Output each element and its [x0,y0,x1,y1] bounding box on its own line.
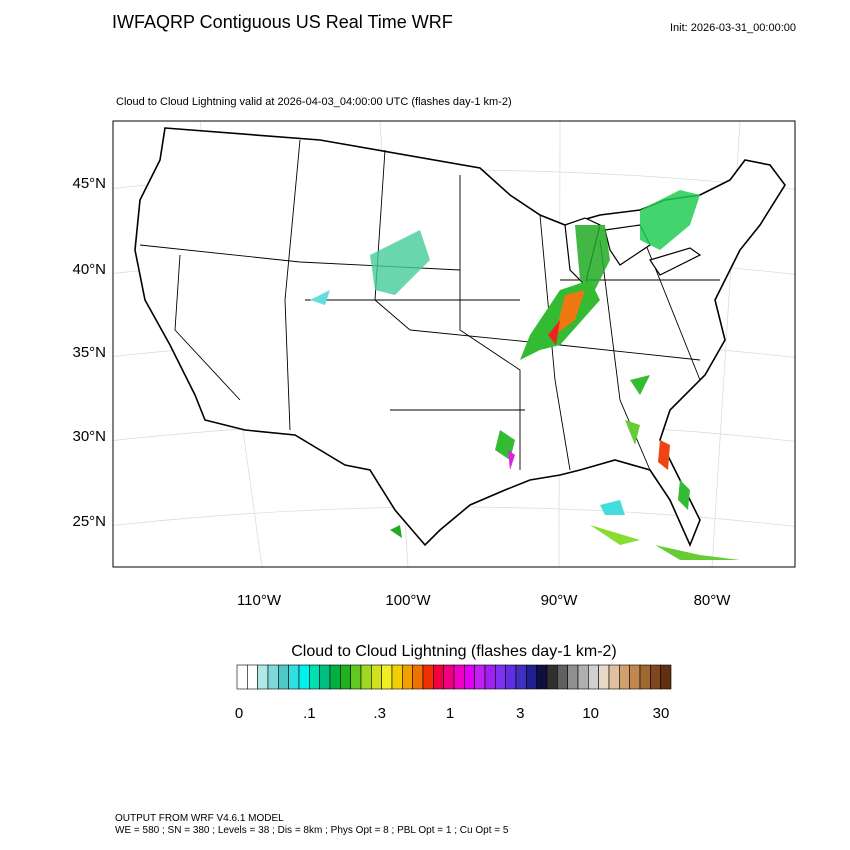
footer-line: OUTPUT FROM WRF V4.6.1 MODEL [115,813,284,824]
colorbar-label: 0 [235,705,243,722]
colorbar-swatch [464,664,475,690]
colorbar-swatch [619,664,630,690]
colorbar-swatch [247,664,258,690]
map-subtitle: Cloud to Cloud Lightning valid at 2026-0… [116,96,512,108]
colorbar [236,664,672,690]
colorbar-swatch [257,664,269,690]
colorbar-label: 30 [653,705,670,722]
colorbar-swatch [267,664,279,690]
colorbar-swatch [443,664,455,690]
colorbar-swatch [598,664,610,690]
colorbar-swatch [639,664,651,690]
colorbar-swatch [453,664,465,690]
colorbar-swatch [608,664,620,690]
lat-label: 25°N [72,513,106,530]
colorbar-label: 3 [516,705,524,722]
colorbar-label: 10 [582,705,599,722]
colorbar-swatch [433,664,444,690]
colorbar-swatch [350,664,362,690]
map-frame [112,120,796,568]
colorbar-swatch [650,664,661,690]
lon-label: 90°W [541,592,579,609]
colorbar-swatch [391,664,403,690]
colorbar-swatch [577,664,589,690]
colorbar-swatch [236,664,248,690]
colorbar-swatch [412,664,424,690]
colorbar-swatch [546,664,558,690]
colorbar-swatch [288,664,300,690]
footer-line: WE = 580 ; SN = 380 ; Levels = 38 ; Dis … [115,825,509,836]
lat-label: 45°N [72,175,106,192]
colorbar-swatch [309,664,320,690]
colorbar-swatch [422,664,434,690]
colorbar-swatch [505,664,517,690]
colorbar-label: .3 [373,705,386,722]
colorbar-swatch [340,664,351,690]
colorbar-label: 1 [446,705,454,722]
colorbar-label: .1 [303,705,316,722]
lon-label: 100°W [385,592,431,609]
colorbar-swatch [588,664,599,690]
colorbar-swatch [371,664,382,690]
lat-label: 30°N [72,428,106,445]
colorbar-swatch [567,664,579,690]
colorbar-labels: 0 .1 .3 1 3 10 30 [235,705,670,722]
lat-labels: 45°N 40°N 35°N 30°N 25°N [72,175,106,530]
lon-label: 80°W [694,592,732,609]
title: IWFAQRP Contiguous US Real Time WRF [112,12,453,32]
lon-labels: 110°W 100°W 90°W 80°W [237,592,731,609]
init-time: Init: 2026-03-31_00:00:00 [670,22,796,34]
colorbar-title: Cloud to Cloud Lightning (flashes day-1 … [291,643,617,660]
state-lines [139,139,720,471]
colorbar-swatch [381,664,393,690]
colorbar-swatch [495,664,506,690]
colorbar-swatch [319,664,331,690]
colorbar-swatch [526,664,537,690]
colorbar-swatch [402,664,413,690]
colorbar-swatch [515,664,527,690]
colorbar-swatch [557,664,568,690]
colorbar-swatch [629,664,641,690]
colorbar-swatch [474,664,486,690]
lat-label: 35°N [72,344,106,361]
lat-label: 40°N [72,261,106,278]
colorbar-swatch [278,664,289,690]
colorbar-swatch [484,664,496,690]
colorbar-swatch [360,664,372,690]
colorbar-swatch [536,664,548,690]
colorbar-swatch [660,664,672,690]
map [112,120,796,568]
lon-label: 110°W [237,592,282,609]
colorbar-swatch [298,664,310,690]
lightning [310,190,740,560]
colorbar-swatch [329,664,341,690]
